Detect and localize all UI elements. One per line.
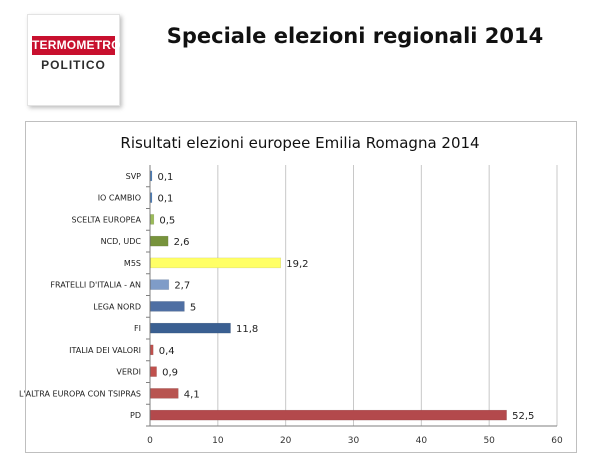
x-tick-label: 60 — [551, 436, 563, 446]
bar — [150, 192, 153, 203]
data-label: 0,1 — [158, 172, 174, 183]
data-label: 11,8 — [236, 324, 258, 335]
category-label: VERDI — [116, 368, 141, 377]
bar — [150, 235, 169, 247]
bar — [150, 170, 153, 182]
x-tick-label: 0 — [147, 436, 153, 446]
data-label: 4,1 — [184, 389, 200, 400]
page-title: Speciale elezioni regionali 2014 — [166, 24, 544, 48]
bar — [150, 214, 155, 225]
category-label: L'ALTRA EUROPA CON TSIPRAS — [19, 389, 141, 398]
data-label: 0,5 — [159, 215, 175, 226]
category-label: SCELTA EUROPEA — [72, 215, 142, 224]
category-label: M5S — [124, 259, 141, 268]
bar — [150, 344, 154, 356]
bar — [150, 279, 170, 290]
logo-line-2: POLITICO — [41, 58, 106, 72]
x-tick-label: 30 — [348, 436, 360, 446]
category-label: NCD, UDC — [101, 237, 142, 246]
category-label: ITALIA DEI VALORI — [69, 346, 141, 355]
logo-line-1: TERMOMETRO — [32, 36, 120, 55]
bar — [150, 301, 185, 312]
category-label: FRATELLI D'ITALIA - AN — [50, 281, 141, 290]
bar — [150, 388, 179, 399]
data-label: 0,4 — [159, 346, 175, 357]
data-label: 5 — [190, 302, 196, 313]
category-label: FI — [134, 324, 141, 333]
category-label: SVP — [126, 172, 142, 181]
category-label: LEGA NORD — [93, 302, 141, 311]
x-tick-label: 40 — [416, 436, 428, 446]
x-tick-label: 10 — [212, 436, 224, 446]
bar — [150, 409, 507, 421]
bar — [150, 366, 157, 377]
data-label: 0,9 — [162, 368, 178, 379]
data-label: 52,5 — [512, 411, 534, 422]
data-label: 19,2 — [286, 259, 308, 270]
chart-title: Risultati elezioni europee Emilia Romagn… — [120, 134, 480, 152]
bar — [150, 257, 281, 269]
category-label: IO CAMBIO — [98, 194, 141, 203]
data-label: 2,6 — [174, 237, 190, 248]
chart-frame — [25, 121, 577, 453]
x-tick-label: 20 — [280, 436, 292, 446]
data-label: 2,7 — [174, 281, 190, 292]
bar — [150, 322, 231, 334]
category-label: PD — [130, 411, 141, 420]
x-tick-label: 50 — [483, 436, 495, 446]
termometro-politico-logo: TERMOMETRO POLITICO — [27, 14, 120, 106]
data-label: 0,1 — [158, 194, 174, 205]
